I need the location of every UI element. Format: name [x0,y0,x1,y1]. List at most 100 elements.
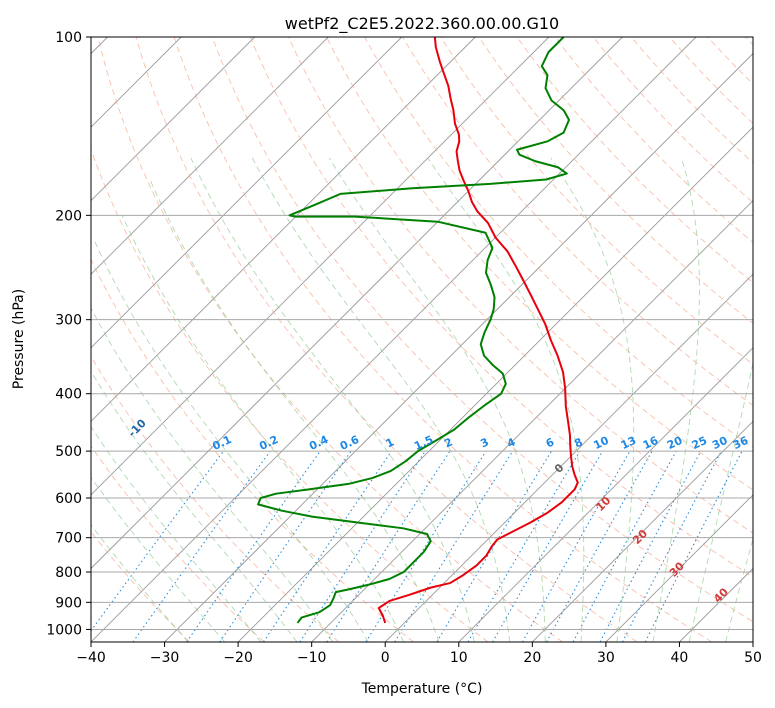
mixing-ratio-line [326,450,451,642]
mixing-ratio-line [644,450,743,642]
mixing-ratio-label: 8 [572,435,584,450]
isotherm-line [384,273,753,642]
isotherm-line [91,37,255,202]
y-tick-label: 400 [55,387,82,403]
chart-title: wetPf2_C2E5.2022.360.00.00.G10 [285,14,559,34]
y-tick-label: 900 [55,595,82,611]
mixing-ratio-label: 10 [591,434,611,452]
dry-adiabat-line [211,37,753,623]
reference-line-labels: -100-90-80-70-60-50-40-30-20-100.10.20.4… [0,362,751,605]
moist-adiabat-line [91,370,298,642]
moist-adiabat-line [91,307,334,642]
mixing-ratio-label: 6 [544,435,557,450]
dry-adiabat-label: -10 [126,416,149,439]
moist-adiabat-line [91,425,262,642]
mixing-ratio-label: 0.1 [210,433,233,453]
moist-adiabat-label: 10 [593,494,613,514]
y-tick-label: 200 [55,208,82,224]
moist-adiabat-line [688,361,753,642]
x-tick-label: 10 [450,650,468,666]
y-tick-label: 700 [55,531,82,547]
x-tick-label: −10 [297,650,327,666]
moist-adiabat-line [550,157,635,642]
pressure-gridlines [91,37,753,630]
mixing-ratio-line [263,450,392,642]
dry-adiabat-line [173,37,713,642]
moist-adiabat-line [91,524,189,642]
isotherm-line [532,420,753,642]
moist-adiabat-line [150,180,440,642]
x-tick-label: 30 [597,650,615,666]
mixing-ratio-label: 3 [478,435,490,450]
moist-adiabat-line [427,157,585,642]
mixing-ratio-line [467,450,581,642]
plot-frame [90,36,754,643]
dry-adiabat-line [97,37,563,642]
mixing-ratio-line [219,450,352,642]
y-tick-label: 1000 [46,622,82,638]
axes: −40 −30 −20 −10 0 10 20 30 40 5010020030040050060… [46,30,762,666]
dry-adiabat-line [135,37,638,642]
y-tick-label: 800 [55,565,82,581]
dry-adiabat-line [554,37,753,244]
isotherm-line [237,126,753,642]
dry-adiabat-label: -30 [0,362,1,385]
x-axis-label: Temperature (°C) [361,681,483,697]
moist-adiabat-line [251,157,511,642]
x-tick-label: −20 [223,650,253,666]
mixing-ratio-label: 36 [731,434,751,452]
mixing-ratio-label: 20 [665,434,685,452]
mixing-ratio-label: 30 [710,434,730,452]
isotherm-line [91,37,697,642]
x-tick-label: −30 [150,650,180,666]
mixing-ratio-line [186,450,321,642]
dry-adiabat-line [326,37,753,491]
dry-adiabat-line [440,37,753,365]
moist-adiabat-line [725,537,753,642]
mixing-ratio-label: 13 [619,434,638,452]
dry-adiabat-line [91,531,190,642]
temperature-profile-line [377,37,579,624]
dry-adiabat-line [91,355,340,642]
mixing-ratio-label: 16 [641,434,661,452]
moist-adiabat-line [91,476,225,642]
mixing-ratio-label: 1 [384,435,396,450]
dry-adiabat-line [669,37,753,124]
x-tick-label: 20 [523,650,541,666]
mixing-ratio-line [436,450,552,642]
isotherm-line [164,52,753,642]
mixing-ratio-label: 1.5 [412,433,435,453]
plot-background [91,37,753,642]
y-tick-label: 300 [55,313,82,329]
moist-adiabat-line [652,157,700,642]
mixing-ratio-line [132,450,271,642]
moist-adiabat-line [328,157,546,642]
dry-adiabat-line [592,37,753,204]
profile-series [257,37,579,624]
mixing-ratio-line [365,450,487,642]
dry-adiabat-line [516,37,753,284]
isotherm-line [91,37,550,496]
mixing-ratio-line [394,450,514,642]
moist-adiabat-label: 30 [667,559,687,579]
isotherm-line [605,494,753,642]
mixing-ratio-line [299,450,426,642]
dewpoint-profile-line [257,37,570,624]
isotherm-line [752,641,753,642]
mixing-ratio-label: 0.6 [338,433,361,453]
x-tick-label: −40 [76,650,106,666]
mixing-ratio-line [572,450,677,642]
isotherm-line [311,200,753,642]
isotherm-line [458,347,753,642]
isotherm-line [91,37,403,349]
x-tick-label: 0 [381,650,390,666]
mixing-ratio-line [599,450,702,642]
dry-adiabat-line [249,37,753,578]
isotherm-line [679,567,753,642]
dry-adiabat-line [91,258,414,642]
x-tick-label: 40 [671,650,689,666]
dry-adiabat-line [91,445,265,642]
isotherm-line [91,37,476,422]
